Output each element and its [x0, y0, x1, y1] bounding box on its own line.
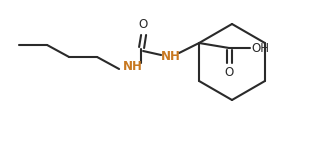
Text: OH: OH [251, 41, 269, 55]
Text: NH: NH [123, 61, 143, 73]
Text: NH: NH [161, 51, 181, 63]
Text: O: O [138, 18, 148, 31]
Text: O: O [224, 66, 234, 79]
